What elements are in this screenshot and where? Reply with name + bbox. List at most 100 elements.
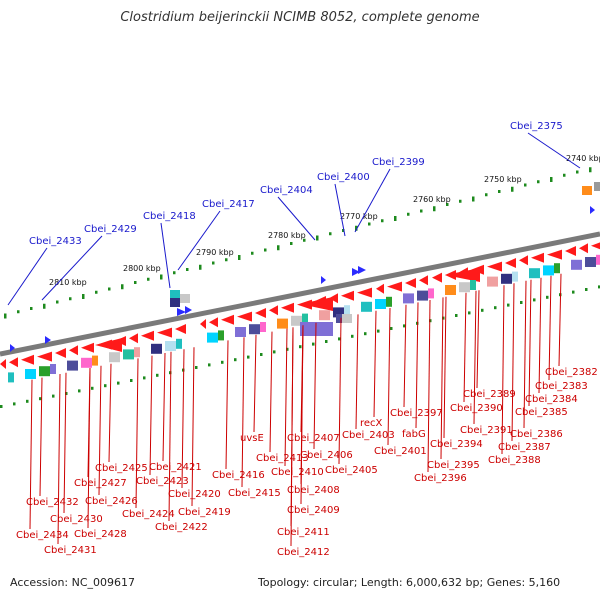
leader-line <box>225 340 229 470</box>
cog-block <box>207 332 218 343</box>
lower-gene-label: Cbei_2387 <box>498 442 551 453</box>
ruler-dot <box>247 355 250 359</box>
forward-gene-arrow <box>358 266 366 274</box>
cog-block <box>170 290 180 299</box>
reverse-gene-arrow <box>405 278 416 288</box>
lower-gene-label: Cbei_2406 <box>300 450 353 461</box>
ruler-tick-label: 2810 kbp <box>49 278 87 287</box>
ruler-dot <box>550 177 553 182</box>
reverse-gene-arrow <box>376 283 384 294</box>
lower-gene-label: Cbei_2397 <box>390 408 443 419</box>
lower-gene-label: Cbei_2410 <box>271 467 324 478</box>
ruler-track: 2740 kbp 2750 kbp 2760 kbp 2770 kbp 2780 kbp… <box>0 154 600 408</box>
lower-gene-label: Cbei_2430 <box>50 514 103 525</box>
ruler-dot <box>251 251 254 255</box>
reverse-gene-arrow <box>237 311 252 322</box>
ruler-dot <box>537 180 540 184</box>
ruler-dot <box>195 366 198 369</box>
lower-gene-label: Cbei_2419 <box>178 507 231 518</box>
cog-block <box>596 254 600 265</box>
ruler-dot <box>273 350 276 354</box>
lower-gene-label: Cbei_2390 <box>450 403 503 414</box>
reverse-gene-arrow <box>432 272 442 283</box>
reverse-gene-arrow <box>0 359 6 369</box>
cog-block <box>39 366 50 377</box>
leader-line <box>548 275 552 381</box>
cog-block <box>176 338 182 349</box>
upper-gene-label: Cbei_2418 <box>143 211 196 222</box>
cog-block <box>361 301 372 312</box>
reverse-gene-arrow <box>69 345 78 356</box>
cog-block <box>417 290 428 301</box>
ruler-dot <box>173 271 176 275</box>
lower-gene-label: Cbei_2434 <box>16 530 69 541</box>
leader-line <box>63 372 67 514</box>
lower-gene-label: fabG <box>402 429 426 440</box>
reverse-gene-arrow <box>129 333 138 344</box>
ruler-dot <box>13 402 16 406</box>
ruler-dot <box>56 300 59 304</box>
leader-line <box>177 210 221 271</box>
ruler-dot <box>598 285 600 289</box>
backbone-line <box>0 231 600 357</box>
lower-gene-label: Cbei_2428 <box>74 529 127 540</box>
ruler-dot <box>234 358 237 362</box>
ruler-tick-label: 2800 kbp <box>123 264 161 273</box>
cog-tracks <box>8 182 600 383</box>
ruler-dot <box>26 399 29 403</box>
leader-line <box>463 292 467 403</box>
forward-gene-arrow <box>10 344 15 352</box>
cog-block <box>459 282 470 293</box>
lower-gene-label: Cbei_2388 <box>488 455 541 466</box>
lower-gene-label: Cbei_2426 <box>85 496 138 507</box>
upper-gene-label: Cbei_2404 <box>260 185 313 196</box>
reverse-gene-arrow <box>547 249 562 260</box>
reverse-gene-arrow <box>55 348 66 358</box>
ruler-tick-label: 2790 kbp <box>196 248 234 257</box>
reverse-gene-arrow <box>281 302 294 313</box>
forward-gene-arrow <box>321 276 326 284</box>
genome-backbone <box>0 231 600 357</box>
lower-gene-label: Cbei_2385 <box>515 407 568 418</box>
leader-line <box>334 183 346 237</box>
ruler-dot <box>381 219 384 223</box>
ruler-dot <box>208 363 211 367</box>
cog-block <box>554 263 560 274</box>
leader-line <box>39 377 43 497</box>
cog-block <box>291 315 302 326</box>
cog-block <box>543 265 554 276</box>
ruler-dot <box>312 342 315 346</box>
ruler-dot <box>338 337 341 341</box>
map-title: Clostridium beijerinckii NCIMB 8052, com… <box>120 10 480 25</box>
cog-block <box>571 259 582 270</box>
reverse-gene-arrow <box>341 290 354 301</box>
lower-gene-label: Cbei_2391 <box>460 425 513 436</box>
reverse-gene-arrow <box>387 281 402 292</box>
upper-gene-label: Cbei_2399 <box>372 157 425 168</box>
cog-block <box>260 322 266 332</box>
reverse-gene-arrow <box>579 243 588 254</box>
cog-block <box>582 186 592 195</box>
reverse-gene-arrow <box>565 246 576 256</box>
leader-line <box>168 351 172 522</box>
ruler-tick-label: 2760 kbp <box>413 195 451 204</box>
leader-line <box>87 367 91 529</box>
lower-gene-label: Cbei_2403 <box>342 430 395 441</box>
ruler-dot <box>485 193 488 197</box>
ruler-dot <box>134 281 137 284</box>
ruler-dot <box>303 238 306 242</box>
leader-line <box>29 379 33 530</box>
ruler-dot <box>563 173 566 177</box>
ruler-tick-label: 2740 kbp <box>566 154 600 163</box>
ruler-dot <box>65 392 68 395</box>
ruler-dot <box>342 229 345 232</box>
ruler-dot <box>0 405 3 408</box>
topology-summary: Topology: circular; Length: 6,000,632 bp… <box>258 576 561 589</box>
cog-block <box>8 372 14 383</box>
cog-block <box>403 293 414 304</box>
ruler-dot <box>368 222 371 226</box>
ruler-dot <box>160 274 163 280</box>
leader-line <box>269 331 273 453</box>
ruler-dot <box>91 386 94 390</box>
